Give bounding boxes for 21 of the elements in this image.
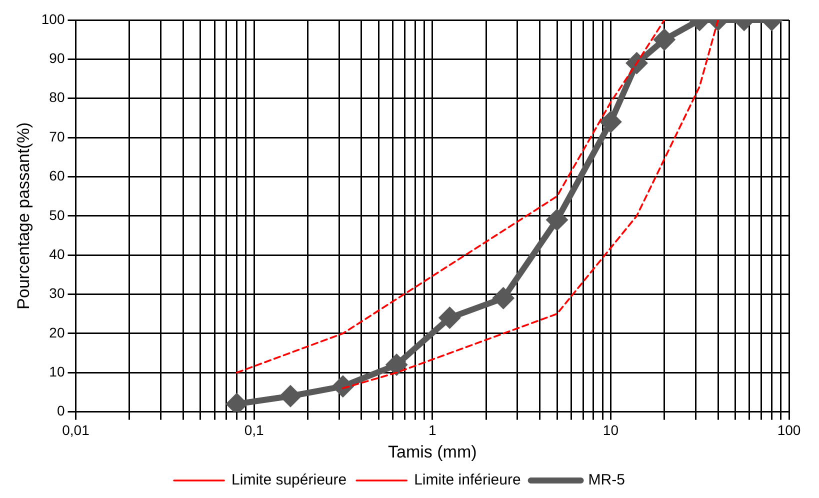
y-tick-label: 60 (49, 168, 65, 184)
x-axis-title: Tamis (mm) (388, 442, 477, 462)
x-tick-label: 0,1 (244, 422, 264, 438)
y-tick-label: 80 (49, 89, 65, 106)
legend-label: Limite inférieure (414, 472, 521, 489)
y-tick-label: 10 (49, 363, 65, 380)
y-tick-label: 30 (49, 285, 65, 302)
x-tick-label: 0,01 (62, 422, 90, 438)
x-tick-label: 10 (602, 422, 619, 438)
y-axis-title: Pourcentage passant(%) (14, 122, 33, 310)
legend-label: MR-5 (588, 472, 625, 489)
x-tick-label: 100 (777, 422, 801, 438)
y-tick-label: 100 (41, 10, 65, 27)
y-tick-label: 50 (49, 206, 65, 223)
y-tick-label: 40 (49, 246, 65, 262)
y-tick-label: 20 (49, 324, 65, 340)
legend-label: Limite supérieure (232, 472, 347, 489)
y-tick-label: 0 (56, 402, 65, 419)
y-tick-label: 90 (49, 50, 65, 66)
x-tick-label: 1 (428, 422, 436, 438)
y-tick-label: 70 (49, 128, 65, 144)
